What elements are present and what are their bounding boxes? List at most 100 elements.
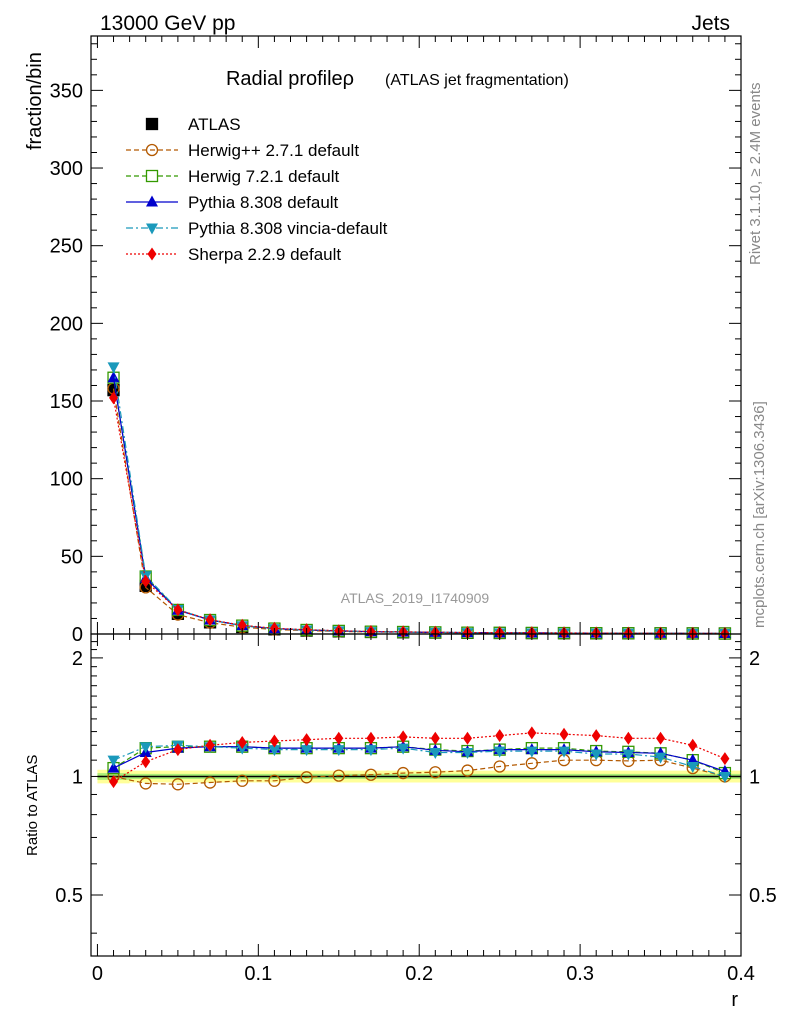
ratio-point-series-0 bbox=[268, 774, 281, 787]
x-tick-label: 0.2 bbox=[405, 963, 433, 985]
main-point-series-5 bbox=[237, 618, 247, 632]
ratio-y-tick-label: 0.5 bbox=[55, 885, 83, 907]
main-y-tick-label: 50 bbox=[61, 546, 83, 568]
ratio-y-tick-label-right: 0.5 bbox=[749, 885, 777, 907]
ratio-point-series-0 bbox=[203, 776, 217, 789]
main-panel-subtitle: (ATLAS jet fragmentation) bbox=[385, 72, 569, 89]
ratio-point-series-3 bbox=[558, 746, 571, 758]
ratio-point-series-4 bbox=[173, 743, 183, 757]
ratio-point-series-0 bbox=[364, 768, 378, 781]
main-point-series-5 bbox=[109, 391, 119, 405]
legend-entry-label: Herwig++ 2.7.1 default bbox=[188, 141, 359, 160]
main-point-series-3 bbox=[107, 371, 120, 383]
legend-marker bbox=[145, 117, 159, 131]
ratio-point-series-0 bbox=[236, 774, 249, 787]
ratio-point-series-3 bbox=[236, 743, 249, 755]
ratio-line-series-0 bbox=[113, 759, 726, 785]
x-tick-label: 0.4 bbox=[727, 963, 755, 985]
ratio-point-series-4 bbox=[334, 731, 344, 745]
ratio-point-series-0 bbox=[171, 778, 185, 791]
ratio-point-series-4 bbox=[109, 775, 119, 789]
ratio-point-series-3 bbox=[590, 749, 603, 761]
ratio-point-series-3 bbox=[686, 761, 699, 773]
legend-marker bbox=[147, 247, 157, 261]
ratio-point-series-3 bbox=[461, 748, 474, 760]
ratio-point-series-4 bbox=[398, 730, 408, 744]
ratio-point-series-0 bbox=[139, 777, 152, 790]
ratio-point-series-4 bbox=[237, 735, 247, 749]
ratio-point-series-0 bbox=[525, 757, 538, 770]
rivet-version-label: Rivet 3.1.10, ≥ 2.4M events bbox=[747, 83, 764, 266]
ratio-plot-frame bbox=[90, 633, 742, 957]
ratio-point-series-3 bbox=[493, 746, 506, 758]
ratio-point-series-2 bbox=[686, 753, 699, 765]
mcplots-reference-label: mcplots.cern.ch [arXiv:1306.3436] bbox=[751, 401, 768, 628]
ratio-point-series-4 bbox=[559, 727, 569, 741]
legend-marker bbox=[146, 223, 158, 235]
main-point-series-4 bbox=[107, 362, 120, 374]
ratio-point-series-3 bbox=[525, 746, 538, 758]
ratio-point-series-0 bbox=[429, 766, 442, 779]
ratio-point-series-4 bbox=[269, 734, 279, 748]
main-point-series-5 bbox=[205, 613, 215, 627]
ratio-point-series-0 bbox=[493, 760, 506, 773]
header-left-label: 13000 GeV pp bbox=[100, 12, 235, 35]
ratio-point-series-3 bbox=[300, 745, 313, 757]
ratio-point-series-3 bbox=[139, 742, 152, 754]
main-y-tick-label: 100 bbox=[50, 469, 83, 491]
ratio-y-tick-label-right: 1 bbox=[749, 766, 760, 788]
x-tick-label: 0.1 bbox=[244, 963, 272, 985]
main-point-series-5 bbox=[141, 574, 151, 588]
ratio-point-series-4 bbox=[688, 738, 698, 752]
main-y-tick-label: 200 bbox=[50, 313, 83, 335]
ratio-point-series-4 bbox=[591, 729, 601, 743]
legend-entry-label: ATLAS bbox=[188, 115, 241, 134]
ratio-point-series-0 bbox=[396, 766, 410, 780]
ratio-point-series-4 bbox=[527, 726, 537, 740]
main-y-tick-label: 0 bbox=[72, 624, 83, 646]
ratio-y-axis-label: Ratio to ATLAS bbox=[24, 755, 41, 856]
ratio-panel: 0.5 0.5 1 1 2 2 0 0.1 0.2 0.3 0.4 Ratio to ATLAS r bbox=[24, 633, 777, 1011]
main-point-series-5 bbox=[173, 603, 183, 617]
ratio-point-series-3 bbox=[332, 745, 345, 757]
legend-entry-label: Pythia 8.308 vincia-default bbox=[188, 219, 388, 238]
legend-entry-label: Sherpa 2.2.9 default bbox=[188, 245, 341, 264]
ratio-point-series-2 bbox=[107, 761, 120, 773]
ratio-point-series-4 bbox=[495, 729, 505, 743]
ratio-point-series-3 bbox=[364, 745, 377, 757]
main-y-tick-label: 250 bbox=[50, 236, 83, 258]
header-right-label: Jets bbox=[691, 12, 730, 35]
ratio-point-series-3 bbox=[268, 745, 281, 757]
ratio-y-tick-label-right: 2 bbox=[749, 648, 760, 670]
ratio-y-tick-label: 2 bbox=[72, 648, 83, 670]
ratio-point-series-0 bbox=[461, 764, 474, 777]
x-axis-label: r bbox=[731, 989, 738, 1011]
ratio-point-series-4 bbox=[430, 731, 440, 745]
main-y-tick-label: 350 bbox=[50, 80, 83, 102]
x-tick-label: 0 bbox=[92, 963, 103, 985]
ratio-point-series-3 bbox=[654, 752, 667, 764]
ratio-point-series-3 bbox=[107, 755, 120, 767]
legend-marker bbox=[145, 143, 159, 157]
main-panel-title: Radial profileρ bbox=[226, 68, 354, 90]
ratio-point-series-4 bbox=[462, 731, 472, 745]
ratio-point-series-3 bbox=[397, 743, 410, 755]
ratio-point-series-3 bbox=[429, 748, 442, 760]
main-y-axis-label: fraction/bin bbox=[24, 52, 46, 150]
ratio-point-series-4 bbox=[141, 755, 151, 769]
ratio-point-series-4 bbox=[366, 731, 376, 745]
legend: ATLAS Herwig++ 2.7.1 default Herwig 7.2.1 … bbox=[126, 115, 388, 264]
ratio-point-series-4 bbox=[302, 733, 312, 747]
main-y-tick-label: 150 bbox=[50, 391, 83, 413]
legend-marker bbox=[146, 195, 158, 207]
x-tick-label: 0.3 bbox=[566, 963, 594, 985]
ratio-point-series-4 bbox=[720, 752, 730, 766]
legend-marker bbox=[145, 169, 159, 183]
ratio-line-series-3 bbox=[113, 744, 726, 778]
ratio-point-series-0 bbox=[332, 769, 345, 782]
ratio-line-series-2 bbox=[113, 746, 726, 772]
ratio-point-series-3 bbox=[622, 749, 635, 761]
ratio-point-series-3 bbox=[718, 771, 731, 783]
main-y-tick-label: 300 bbox=[50, 158, 83, 180]
